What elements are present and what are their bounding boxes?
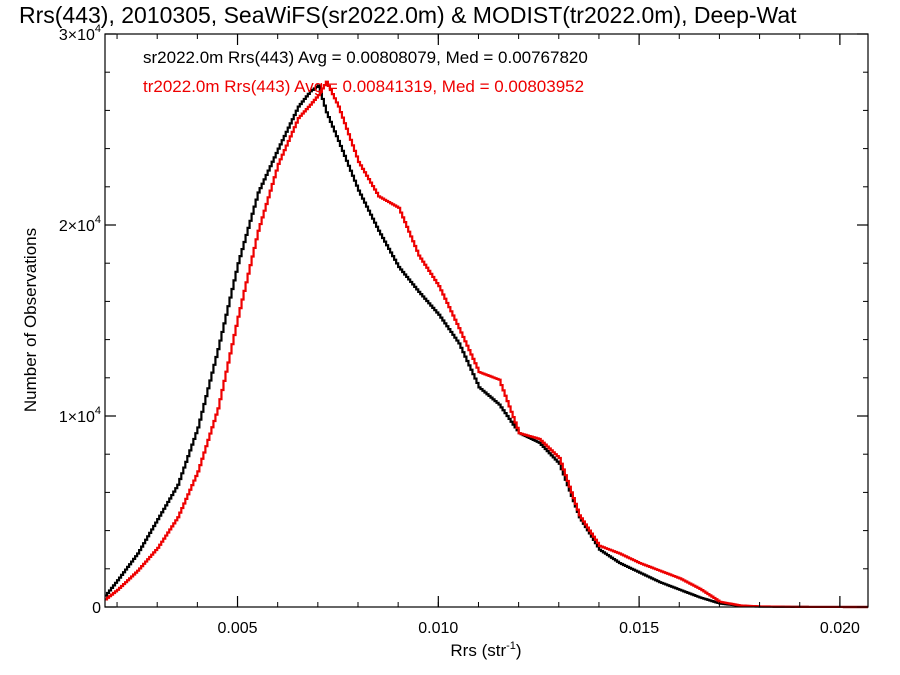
- annotation-2: tr2022.0m Rrs(443) Avg = 0.00841319, Med…: [143, 77, 584, 96]
- x-tick-label-2: 0.010: [418, 620, 458, 637]
- x-tick-label-1: 0.005: [217, 620, 257, 637]
- x-tick-label-4: 0.020: [820, 620, 860, 637]
- legend-annotations: sr2022.0m Rrs(443) Avg = 0.00808079, Med…: [143, 48, 588, 96]
- plot-frame: [104, 33, 869, 608]
- annotation-1: sr2022.0m Rrs(443) Avg = 0.00808079, Med…: [143, 48, 588, 67]
- y-tick-label-4: 3×104: [59, 23, 101, 44]
- y-tick-label-3: 2×104: [59, 214, 101, 235]
- x-axis-label: Rrs (str-1): [450, 640, 521, 660]
- chart-title: Rrs(443), 2010305, SeaWiFS(sr2022.0m) & …: [19, 2, 797, 28]
- y-axis-label: Number of Observations: [21, 228, 40, 412]
- y-tick-label-2: 1×104: [59, 405, 101, 426]
- y-tick-label-1: 0: [92, 600, 101, 617]
- series-layer: [105, 80, 868, 609]
- histogram-series-2: [105, 80, 868, 609]
- x-tick-label-3: 0.015: [619, 620, 659, 637]
- histogram-series-1: [105, 84, 868, 609]
- tick-layer: 0.005 0.010 0.015 0.020 0 1×104 2×104 3×104: [59, 23, 868, 637]
